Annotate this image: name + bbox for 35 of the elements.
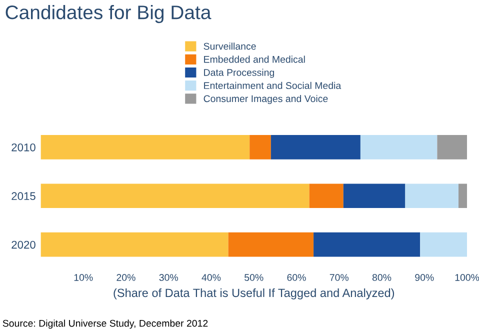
x-tick-label: 80%: [372, 274, 392, 281]
bar: [437, 135, 468, 160]
bar: [458, 184, 468, 208]
bar: [343, 184, 406, 208]
bar: [40, 184, 310, 208]
bar: [270, 135, 360, 160]
bar: [40, 135, 250, 160]
legend-label: Entertainment and Social Media: [204, 82, 342, 90]
y-tick-label: 2010: [12, 143, 36, 152]
bar: [309, 184, 344, 208]
legend-label: Data Processing: [204, 68, 274, 78]
x-tick-label: 20%: [116, 274, 136, 281]
x-tick-label: 50%: [244, 274, 264, 281]
bar: [40, 232, 228, 257]
legend-label: Surveillance: [204, 42, 256, 50]
x-tick-label: 70%: [330, 274, 349, 281]
bar: [360, 135, 438, 160]
x-tick-label: 10%: [74, 274, 93, 281]
legend-label: Embedded and Medical: [204, 56, 305, 63]
y-tick-label: 2020: [12, 240, 36, 249]
y-tick-label: 2015: [12, 192, 36, 200]
x-axis-title: (Share of Data That is Useful If Tagged and Analyzed): [114, 288, 394, 300]
x-tick-label: 30%: [159, 274, 178, 281]
bar: [420, 232, 468, 257]
x-tick-label: 60%: [287, 274, 306, 281]
bar: [314, 232, 420, 257]
bar: [405, 184, 458, 208]
chart-title: Candidates for Big Data: [6, 4, 212, 24]
source-note: Source: Digital Universe Study, December 2012: [2, 320, 208, 329]
bar: [228, 232, 314, 257]
bar: [250, 135, 271, 160]
x-tick-label: 90%: [415, 274, 434, 281]
x-tick-label: 100%: [455, 274, 479, 281]
x-tick-label: 40%: [202, 274, 221, 281]
legend-label: Consumer Images and Voice: [204, 94, 328, 104]
